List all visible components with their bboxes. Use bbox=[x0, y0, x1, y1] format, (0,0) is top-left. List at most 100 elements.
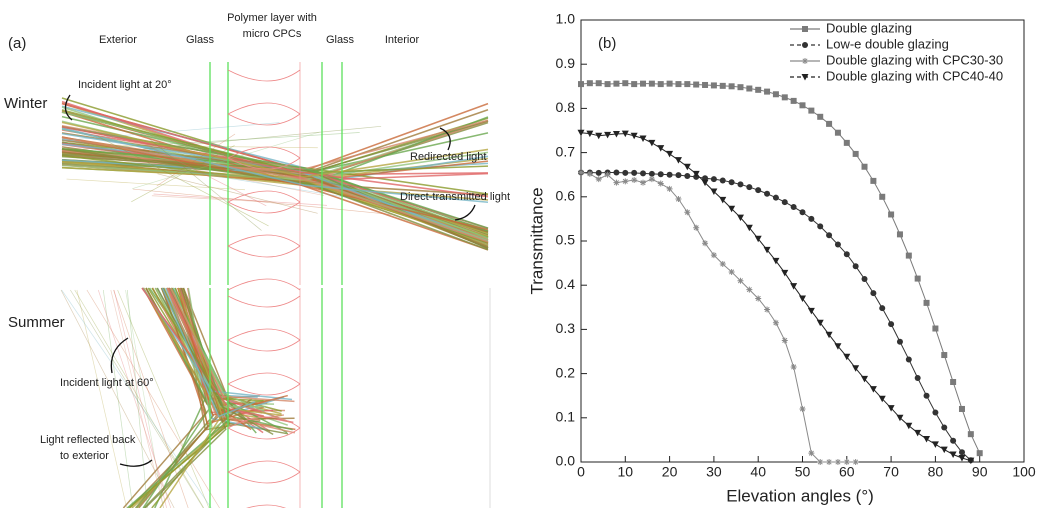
cpc-profile bbox=[227, 471, 301, 513]
ray bbox=[97, 289, 172, 509]
marker bbox=[807, 307, 815, 315]
ray bbox=[61, 136, 489, 243]
ray bbox=[144, 287, 227, 509]
y-tick-label: 0.5 bbox=[556, 232, 576, 248]
x-tick-label: 90 bbox=[972, 464, 988, 480]
ray bbox=[145, 287, 295, 421]
marker bbox=[781, 269, 789, 277]
marker bbox=[577, 129, 585, 137]
x-tick-label: 80 bbox=[928, 464, 944, 480]
marker bbox=[870, 177, 877, 184]
series-line bbox=[580, 171, 856, 463]
marker bbox=[826, 459, 833, 465]
cpc-profile bbox=[227, 69, 301, 115]
marker bbox=[666, 171, 673, 178]
x-tick-label: 0 bbox=[577, 464, 585, 480]
ray bbox=[97, 136, 269, 227]
x-tick-label: 60 bbox=[839, 464, 855, 480]
marker bbox=[905, 356, 912, 363]
cpc-profile bbox=[227, 427, 301, 473]
marker bbox=[878, 395, 886, 403]
y-tick-label: 0.4 bbox=[556, 276, 576, 292]
marker bbox=[808, 107, 815, 114]
arrow bbox=[64, 94, 73, 121]
marker bbox=[772, 91, 779, 98]
marker bbox=[755, 187, 762, 194]
marker bbox=[728, 205, 736, 213]
ray bbox=[132, 131, 320, 190]
ray bbox=[132, 188, 392, 215]
y-axis-title: Transmittance bbox=[527, 187, 546, 294]
marker bbox=[923, 299, 930, 306]
legend-label: Double glazing bbox=[826, 20, 912, 35]
marker bbox=[578, 169, 584, 176]
ray bbox=[122, 287, 208, 509]
ray bbox=[156, 287, 274, 436]
marker bbox=[604, 131, 612, 139]
marker bbox=[719, 196, 727, 204]
marker bbox=[843, 139, 850, 146]
marker bbox=[879, 305, 886, 312]
marker bbox=[710, 82, 717, 89]
marker bbox=[666, 185, 673, 192]
ray bbox=[82, 132, 360, 150]
cpc-profile bbox=[227, 339, 301, 385]
arrow bbox=[454, 204, 476, 221]
season-label: Summer bbox=[8, 314, 65, 331]
cpc-profile bbox=[227, 113, 301, 159]
marker bbox=[746, 184, 753, 191]
cpc-profile bbox=[227, 295, 301, 341]
marker bbox=[613, 169, 620, 176]
marker bbox=[613, 179, 620, 186]
annotation: Incident light at 60° bbox=[60, 377, 154, 389]
y-tick-label: 0.0 bbox=[556, 453, 576, 469]
marker bbox=[932, 409, 939, 416]
marker bbox=[888, 211, 895, 218]
x-tick-label: 70 bbox=[883, 464, 899, 480]
marker bbox=[950, 378, 957, 385]
legend-label: Low-e double glazing bbox=[826, 36, 949, 51]
marker bbox=[684, 209, 691, 216]
panel-label: (b) bbox=[598, 35, 616, 52]
marker bbox=[861, 276, 868, 283]
marker bbox=[612, 131, 620, 138]
marker bbox=[586, 80, 593, 87]
season-label: Winter bbox=[4, 95, 47, 112]
marker bbox=[808, 450, 815, 457]
series-line bbox=[580, 82, 981, 454]
cpc-profile bbox=[227, 157, 301, 203]
ray bbox=[74, 289, 205, 509]
marker bbox=[802, 42, 808, 48]
marker bbox=[801, 74, 809, 81]
marker bbox=[648, 139, 656, 147]
ray bbox=[143, 125, 382, 150]
y-tick-label: 0.7 bbox=[556, 143, 576, 159]
marker bbox=[746, 286, 753, 293]
arrows bbox=[64, 94, 476, 467]
marker bbox=[869, 386, 877, 393]
marker bbox=[976, 450, 983, 457]
marker bbox=[737, 277, 744, 284]
marker bbox=[630, 132, 638, 140]
annotation: Light reflected back bbox=[40, 434, 136, 446]
marker bbox=[834, 459, 841, 465]
y-tick-label: 0.6 bbox=[556, 188, 576, 204]
marker bbox=[923, 392, 930, 399]
ray bbox=[70, 289, 204, 509]
y-tick-label: 0.3 bbox=[556, 320, 576, 336]
marker bbox=[967, 457, 975, 465]
marker bbox=[799, 209, 806, 216]
marker bbox=[879, 193, 886, 200]
marker bbox=[728, 179, 735, 186]
marker bbox=[674, 157, 682, 164]
ray bbox=[62, 122, 280, 141]
marker bbox=[905, 252, 912, 259]
marker bbox=[640, 179, 647, 186]
y-tick-label: 0.9 bbox=[556, 55, 576, 71]
marker bbox=[763, 246, 771, 254]
column-label: Exterior bbox=[99, 34, 137, 46]
marker bbox=[693, 224, 700, 231]
marker bbox=[736, 214, 744, 222]
marker bbox=[826, 120, 833, 127]
